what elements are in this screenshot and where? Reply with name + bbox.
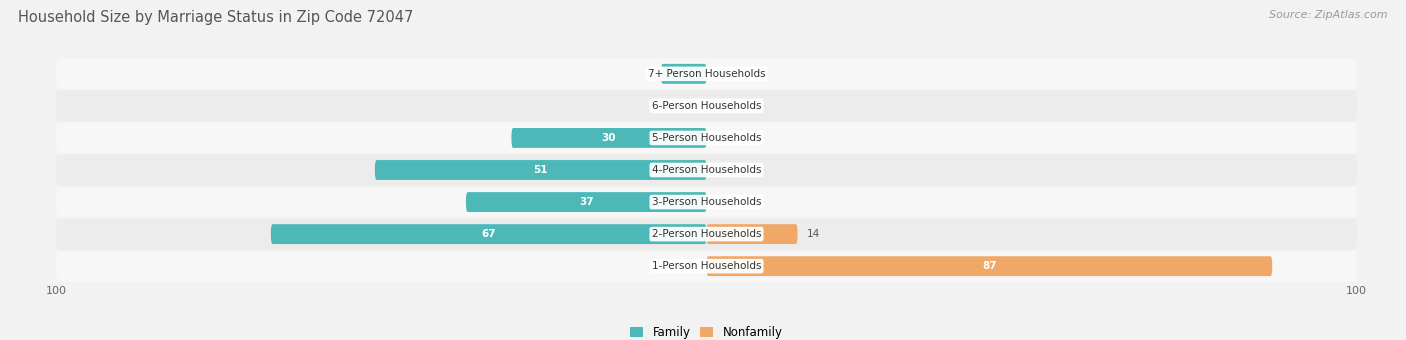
FancyBboxPatch shape	[56, 219, 1357, 250]
FancyBboxPatch shape	[56, 155, 1357, 185]
Text: 5-Person Households: 5-Person Households	[652, 133, 761, 143]
FancyBboxPatch shape	[512, 128, 707, 148]
FancyBboxPatch shape	[271, 224, 707, 244]
Text: 30: 30	[602, 133, 616, 143]
Text: 3-Person Households: 3-Person Households	[652, 197, 761, 207]
Text: 14: 14	[807, 229, 821, 239]
Text: 67: 67	[481, 229, 496, 239]
Text: 87: 87	[981, 261, 997, 271]
Text: 0: 0	[688, 101, 693, 111]
Text: 7+ Person Households: 7+ Person Households	[648, 69, 765, 79]
Text: 7: 7	[644, 69, 651, 79]
FancyBboxPatch shape	[707, 224, 797, 244]
FancyBboxPatch shape	[56, 251, 1357, 282]
FancyBboxPatch shape	[375, 160, 707, 180]
FancyBboxPatch shape	[56, 58, 1357, 89]
Text: 0: 0	[720, 69, 725, 79]
Text: 51: 51	[533, 165, 548, 175]
Text: 0: 0	[720, 197, 725, 207]
Text: Source: ZipAtlas.com: Source: ZipAtlas.com	[1270, 10, 1388, 20]
Text: 1-Person Households: 1-Person Households	[652, 261, 761, 271]
Text: 2-Person Households: 2-Person Households	[652, 229, 761, 239]
Text: 6-Person Households: 6-Person Households	[652, 101, 761, 111]
Legend: Family, Nonfamily: Family, Nonfamily	[626, 321, 787, 340]
FancyBboxPatch shape	[465, 192, 707, 212]
FancyBboxPatch shape	[56, 122, 1357, 153]
FancyBboxPatch shape	[56, 187, 1357, 218]
Text: 0: 0	[720, 165, 725, 175]
FancyBboxPatch shape	[707, 256, 1272, 276]
Text: 0: 0	[720, 133, 725, 143]
Text: 37: 37	[579, 197, 593, 207]
Text: Household Size by Marriage Status in Zip Code 72047: Household Size by Marriage Status in Zip…	[18, 10, 413, 25]
Text: 0: 0	[688, 261, 693, 271]
Text: 4-Person Households: 4-Person Households	[652, 165, 761, 175]
Text: 0: 0	[720, 101, 725, 111]
FancyBboxPatch shape	[56, 90, 1357, 121]
FancyBboxPatch shape	[661, 64, 707, 84]
